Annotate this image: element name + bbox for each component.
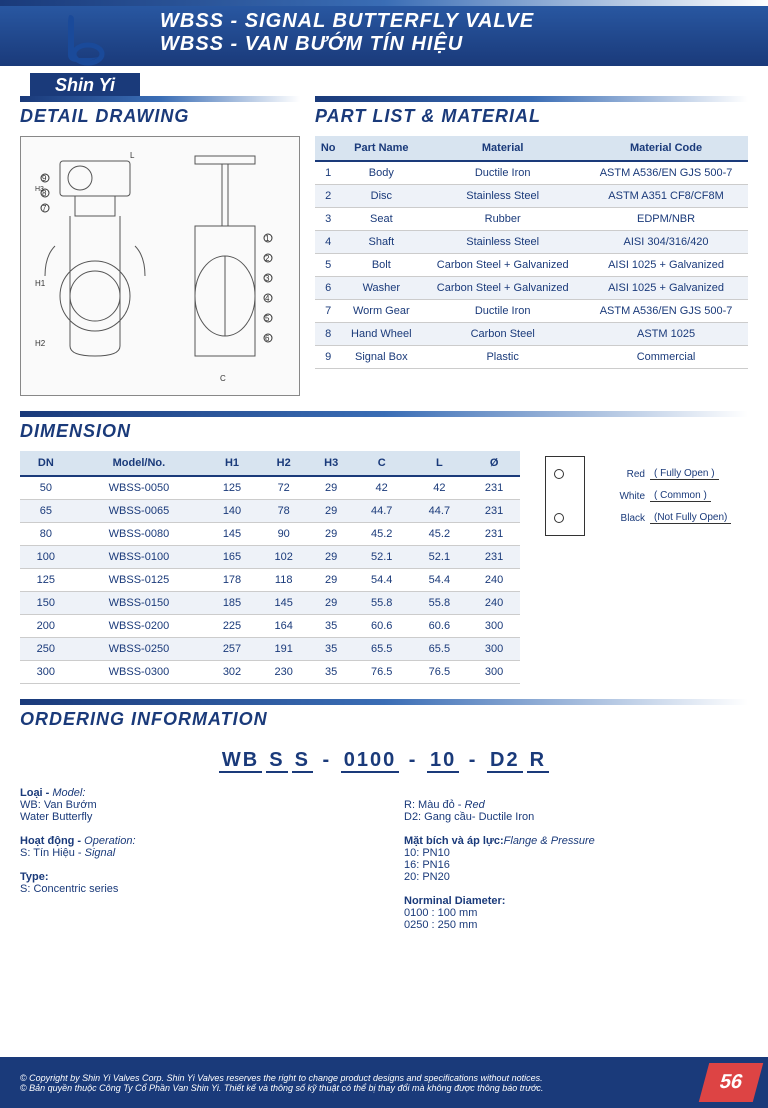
dimension-table: DNModel/No.H1H2H3CLØ 50WBSS-005012572294… (20, 451, 520, 684)
section-dimension: DIMENSION (20, 417, 748, 446)
table-row: 3SeatRubberEDPM/NBR (315, 208, 748, 231)
order-code: WBSS - 0100 - 10 - D2R (20, 749, 748, 772)
title-en: WBSS - SIGNAL BUTTERFLY VALVE (160, 10, 748, 33)
table-row: 8Hand WheelCarbon SteelASTM 1025 (315, 323, 748, 346)
logo-icon (50, 10, 120, 70)
page-footer: © Copyright by Shin Yi Valves Corp. Shin… (0, 1057, 768, 1108)
brand-name: Shin Yi (30, 73, 140, 98)
svg-text:H3: H3 (35, 186, 44, 193)
table-row: 125WBSS-01251781182954.454.4240 (20, 569, 520, 592)
order-item: Loại - Model:WB: Van BướmWater Butterfly (20, 787, 364, 823)
table-row: 2DiscStainless SteelASTM A351 CF8/CF8M (315, 185, 748, 208)
section-part-list: PART LIST & MATERIAL (315, 102, 748, 131)
page-number: 56 (699, 1063, 764, 1102)
parts-table: NoPart NameMaterialMaterial Code 1BodyDu… (315, 136, 748, 369)
wiring-diagram: Red( Fully Open ) White( Common ) Black(… (535, 446, 748, 684)
order-item: Mặt bích và áp lực:Flange & Pressure10: … (404, 835, 748, 883)
svg-text:H1: H1 (35, 279, 46, 288)
table-row: 9Signal BoxPlasticCommercial (315, 346, 748, 369)
table-row: 100WBSS-01001651022952.152.1231 (20, 546, 520, 569)
section-ordering: ORDERING INFORMATION (20, 705, 748, 734)
section-detail-drawing: DETAIL DRAWING (20, 102, 300, 131)
table-row: 65WBSS-0065140782944.744.7231 (20, 500, 520, 523)
title-vn: WBSS - VAN BƯỚM TÍN HIỆU (160, 33, 748, 56)
table-row: 1BodyDuctile IronASTM A536/EN GJS 500-7 (315, 161, 748, 185)
table-row: 4ShaftStainless SteelAISI 304/316/420 (315, 231, 748, 254)
table-row: 250WBSS-02502571913565.565.5300 (20, 638, 520, 661)
order-item: Hoạt động - Operation:S: Tín Hiệu - Sign… (20, 835, 364, 859)
svg-text:C: C (220, 374, 226, 383)
table-row: 6WasherCarbon Steel + GalvanizedAISI 102… (315, 277, 748, 300)
technical-drawing: 9 8 7 H1 H2 H3 L C 1 2 3 4 5 6 (20, 136, 300, 396)
table-row: 150WBSS-01501851452955.855.8240 (20, 592, 520, 615)
table-row: 50WBSS-005012572294242231 (20, 476, 520, 500)
svg-text:H2: H2 (35, 339, 46, 348)
order-item: Type:S: Concentric series (20, 871, 364, 895)
order-item: Norminal Diameter:0100 : 100 mm0250 : 25… (404, 895, 748, 931)
brand-logo: Shin Yi (30, 10, 140, 98)
table-row: 5BoltCarbon Steel + GalvanizedAISI 1025 … (315, 254, 748, 277)
table-row: 300WBSS-03003022303576.576.5300 (20, 661, 520, 684)
table-row: 7Worm GearDuctile IronASTM A536/EN GJS 5… (315, 300, 748, 323)
svg-text:L: L (130, 151, 135, 160)
table-row: 80WBSS-0080145902945.245.2231 (20, 523, 520, 546)
order-item: R: Màu đỏ - RedD2: Gang cầu- Ductile Iro… (404, 787, 748, 823)
table-row: 200WBSS-02002251643560.660.6300 (20, 615, 520, 638)
